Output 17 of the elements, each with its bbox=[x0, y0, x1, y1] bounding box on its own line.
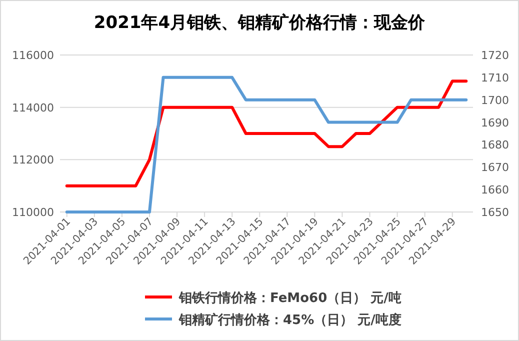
y2-tick-label: 1650 bbox=[481, 206, 509, 219]
y2-tick-label: 1720 bbox=[481, 49, 509, 62]
y-tick-label: 112000 bbox=[12, 154, 54, 167]
line-series bbox=[65, 76, 468, 214]
y-tick-label: 116000 bbox=[12, 49, 54, 62]
y2-tick-label: 1680 bbox=[481, 138, 509, 152]
y2-tick-label: 1710 bbox=[481, 71, 509, 84]
legend-label: 钼铁行情价格：FeMo60（日） 元/吨 bbox=[178, 291, 402, 306]
y2-tick-label: 1700 bbox=[481, 94, 509, 107]
y2-tick-label: 1660 bbox=[481, 184, 509, 197]
y-tick-label: 114000 bbox=[12, 101, 54, 114]
y2-tick-label: 1690 bbox=[481, 116, 509, 130]
y2-tick-label: 1670 bbox=[481, 161, 509, 174]
chart-title: 2021年4月钼铁、钼精矿价格行情：现金价 bbox=[94, 13, 426, 33]
y-tick-label: 110000 bbox=[12, 206, 54, 219]
legend-label: 钼精矿行情价格：45%（日） 元/吨度 bbox=[178, 312, 402, 328]
line-series bbox=[65, 80, 468, 188]
